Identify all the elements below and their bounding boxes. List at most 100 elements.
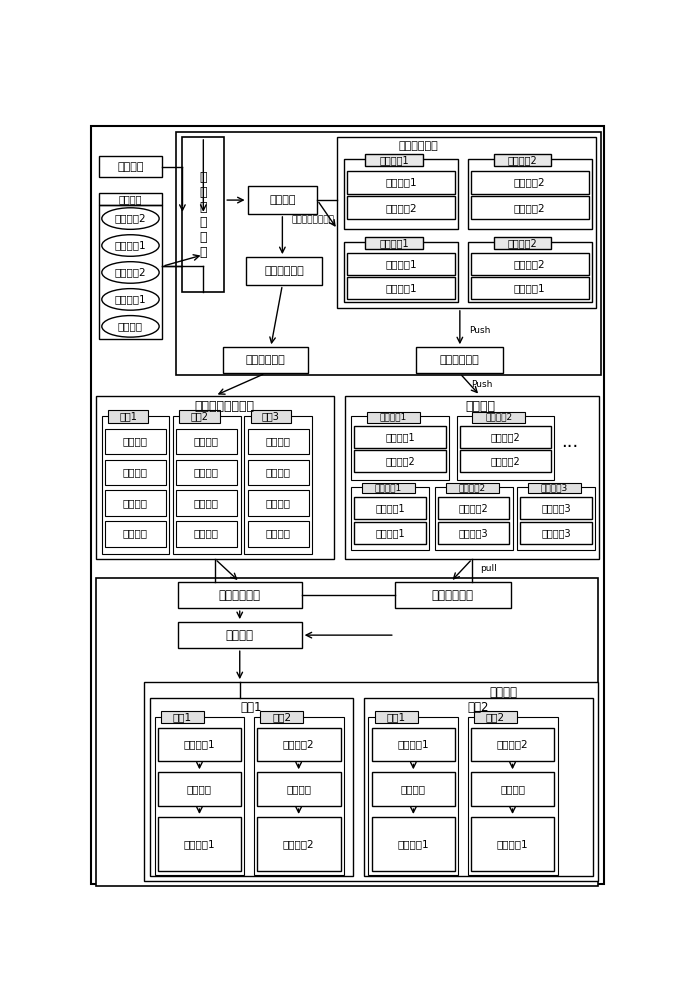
Text: 资源配额: 资源配额 [123, 467, 148, 477]
Text: 场
景
解
构
单
元: 场 景 解 构 单 元 [199, 171, 207, 259]
Bar [438, 497, 509, 519]
Text: 资源配额: 资源配额 [265, 467, 290, 477]
Text: 场景调度单元: 场景调度单元 [219, 589, 261, 602]
Text: 装载方式解析镜像: 装载方式解析镜像 [292, 216, 335, 225]
Text: 业务2: 业务2 [272, 712, 291, 722]
Text: 配置文件: 配置文件 [194, 498, 219, 508]
Text: 场景描述信息: 场景描述信息 [264, 266, 304, 276]
Text: 资源配额: 资源配额 [123, 436, 148, 446]
Bar [247, 521, 308, 547]
Text: 镜像仓库: 镜像仓库 [465, 400, 495, 413]
Bar [365, 237, 422, 249]
Bar [96, 396, 334, 559]
Text: 业务1: 业务1 [386, 712, 406, 722]
Text: Push: Push [471, 380, 492, 389]
Text: 服务镜像1: 服务镜像1 [380, 413, 407, 422]
Bar [179, 410, 220, 423]
Text: 基础镜像2: 基础镜像2 [459, 484, 486, 493]
Bar [468, 717, 557, 875]
Bar [108, 410, 148, 423]
Bar [460, 426, 551, 448]
Text: 服务镜像2: 服务镜像2 [485, 413, 512, 422]
Bar [99, 205, 162, 339]
Text: 服务程序1: 服务程序1 [385, 432, 415, 442]
Bar [176, 460, 237, 485]
Bar [247, 186, 317, 214]
Text: 基础软件2: 基础软件2 [459, 503, 489, 513]
Text: ···: ··· [561, 438, 578, 456]
Text: 控制单元: 控制单元 [117, 162, 144, 172]
Ellipse shape [102, 235, 159, 256]
Text: 基础镜像2: 基础镜像2 [508, 238, 538, 248]
Text: 服务程序1: 服务程序1 [385, 177, 417, 187]
Bar [368, 717, 458, 875]
Ellipse shape [102, 316, 159, 337]
Text: 操作系统: 操作系统 [118, 321, 143, 331]
Bar [468, 158, 592, 229]
Bar [346, 253, 455, 275]
Ellipse shape [102, 208, 159, 229]
Text: Push: Push [469, 326, 490, 335]
Bar [372, 728, 455, 761]
Text: 镜像装载: 镜像装载 [226, 629, 254, 642]
Text: 场景1: 场景1 [119, 411, 137, 421]
Bar [155, 717, 244, 875]
Bar [372, 817, 455, 871]
Text: 操作系统1: 操作系统1 [385, 283, 417, 293]
Bar [346, 171, 455, 194]
Bar [517, 487, 595, 550]
Bar [471, 253, 589, 275]
Text: 镜像信息: 镜像信息 [194, 528, 219, 538]
Bar [144, 682, 598, 881]
Bar [247, 429, 308, 454]
Text: 操作系统2: 操作系统2 [385, 456, 415, 466]
Bar [157, 772, 241, 806]
Bar [338, 137, 596, 308]
Bar [375, 711, 418, 723]
Bar [178, 582, 302, 608]
Bar [435, 487, 513, 550]
Bar [99, 156, 162, 177]
Bar [351, 416, 449, 480]
Text: 场景实例: 场景实例 [490, 686, 517, 699]
Bar [471, 171, 589, 194]
Text: 业务场景: 业务场景 [119, 194, 142, 204]
Text: 操作系统2: 操作系统2 [385, 203, 417, 213]
Text: 场景管理单元: 场景管理单元 [245, 355, 285, 365]
Text: 操作系统1: 操作系统1 [376, 528, 405, 538]
Bar [176, 490, 237, 516]
Text: 场景组装编辑单元: 场景组装编辑单元 [195, 400, 254, 413]
Bar [257, 772, 340, 806]
Bar [367, 412, 420, 423]
Text: 场景3: 场景3 [262, 411, 280, 421]
Text: 装载模式镜像: 装载模式镜像 [398, 141, 438, 151]
Bar [178, 622, 302, 648]
Bar [362, 483, 415, 493]
Text: 基础软件3: 基础软件3 [541, 503, 571, 513]
Bar [471, 772, 555, 806]
Text: 业务2: 业务2 [486, 712, 505, 722]
Text: 基础镜像2: 基础镜像2 [283, 839, 315, 849]
Bar [438, 522, 509, 544]
Text: 服务程序2: 服务程序2 [514, 177, 545, 187]
Bar [355, 426, 446, 448]
Bar [520, 497, 592, 519]
Text: 镜像管理单元: 镜像管理单元 [440, 355, 480, 365]
Bar [364, 698, 593, 876]
Bar [222, 347, 308, 373]
Bar [254, 717, 344, 875]
Bar [176, 429, 237, 454]
Text: 基础镜像1: 基础镜像1 [379, 238, 409, 248]
Text: 服务镜像1: 服务镜像1 [379, 155, 409, 165]
Text: 共享目录: 共享目录 [401, 784, 426, 794]
Text: 基础镜像3: 基础镜像3 [541, 484, 568, 493]
Text: 本地镜像缓存: 本地镜像缓存 [432, 589, 474, 602]
Text: 实例2: 实例2 [468, 701, 490, 714]
Bar [457, 416, 555, 480]
Bar [474, 711, 517, 723]
Bar [345, 396, 599, 559]
Bar [471, 817, 555, 871]
Bar [105, 490, 166, 516]
Bar [351, 487, 429, 550]
Bar [355, 497, 426, 519]
